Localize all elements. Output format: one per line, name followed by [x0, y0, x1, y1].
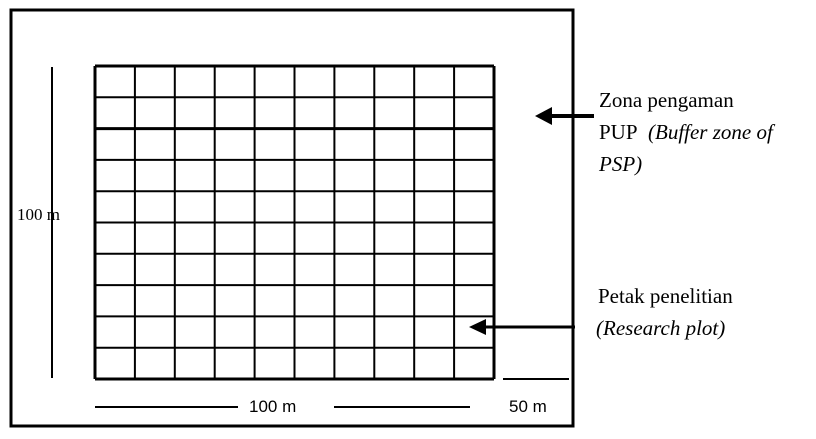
research-plot-grid	[93, 64, 496, 381]
research-plot-label-line2: (Research plot)	[596, 316, 726, 340]
buffer-zone-label-pup: PUP	[599, 120, 637, 144]
buffer-zone-label-english: (Buffer zone of	[648, 120, 773, 144]
research-plot-arrow	[469, 319, 575, 335]
left-dimension-label: 100 m	[17, 205, 60, 224]
research-plot-label-line1: Petak penelitian	[598, 284, 733, 308]
buffer-zone-label-line3: PSP)	[599, 152, 643, 176]
bottom-dimension-label: 100 m	[249, 397, 297, 416]
buffer-zone-label-line1: Zona pengaman	[599, 88, 734, 112]
buffer-zone-boundary	[9, 8, 575, 428]
buffer-zone-arrow	[535, 107, 594, 125]
buffer-zone-label-line2: PUP (Buffer zone of	[599, 122, 773, 143]
buffer-dimension-label: 50 m	[509, 397, 547, 416]
